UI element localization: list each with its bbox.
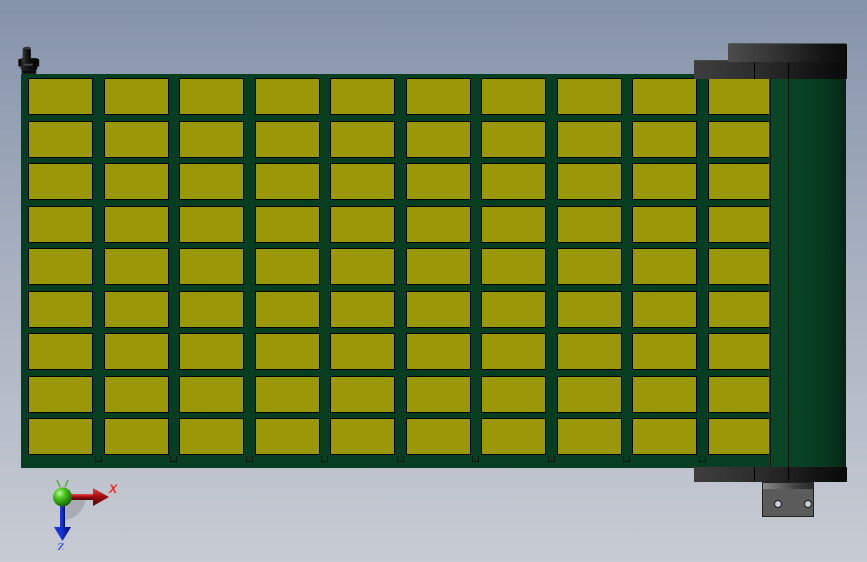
svg-text:Z: Z [57, 540, 64, 550]
svg-text:X: X [108, 482, 118, 496]
